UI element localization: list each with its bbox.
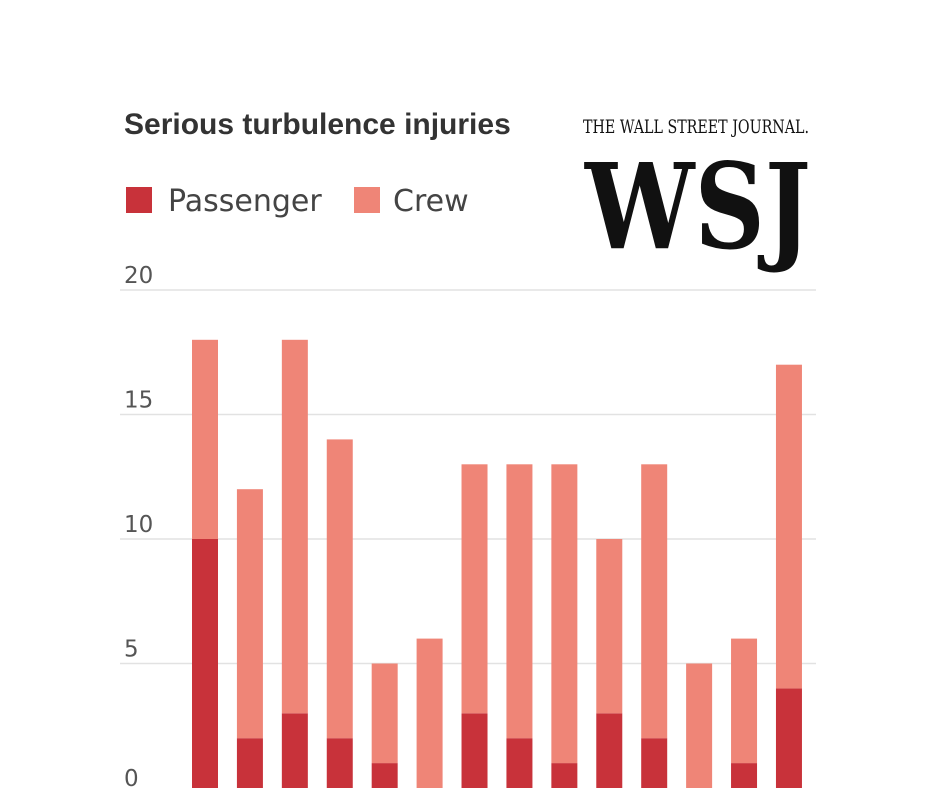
bar-crew-10 — [596, 539, 623, 714]
bar-passenger-7 — [461, 713, 488, 788]
bar-passenger-5 — [371, 763, 398, 788]
legend-swatch-passenger — [126, 187, 152, 213]
legend: Passenger Crew — [126, 184, 469, 219]
wsj-logo: THE WALL STREET JOURNAL. WSJ — [580, 108, 816, 276]
y-tick-label-15: 15 — [124, 388, 153, 414]
bar-passenger-4 — [326, 738, 353, 788]
wsj-logo-background — [580, 108, 816, 258]
bar-passenger-8 — [506, 738, 533, 788]
y-tick-label-10: 10 — [124, 512, 153, 538]
y-tick-label-0: 0 — [124, 766, 139, 788]
wsj-masthead: THE WALL STREET JOURNAL. — [583, 116, 809, 138]
y-axis-ticks: 0 5 10 15 20 — [124, 263, 153, 788]
bar-crew-13 — [731, 638, 758, 764]
bar-crew-3 — [281, 339, 308, 714]
bar-passenger-1 — [192, 539, 218, 788]
bar-crew-1 — [192, 339, 218, 539]
y-tick-label-20: 20 — [124, 263, 153, 289]
legend-label-passenger: Passenger — [168, 184, 322, 219]
bar-crew-11 — [641, 464, 668, 739]
bar-passenger-14 — [775, 688, 802, 788]
bar-passenger-2 — [236, 738, 263, 788]
bar-crew-14 — [775, 364, 802, 689]
chart-title: Serious turbulence injuries — [124, 108, 511, 141]
bar-crew-6 — [416, 638, 443, 788]
bar-passenger-9 — [551, 763, 578, 788]
legend-label-crew: Crew — [393, 184, 469, 219]
bar-passenger-11 — [641, 738, 668, 788]
bar-crew-5 — [371, 663, 398, 764]
bar-crew-4 — [326, 439, 353, 739]
bar-passenger-3 — [281, 713, 308, 788]
bar-passenger-13 — [731, 763, 758, 788]
bar-passenger-10 — [596, 713, 623, 788]
bar-crew-7 — [461, 464, 488, 714]
legend-swatch-crew — [354, 187, 380, 213]
bar-crew-8 — [506, 464, 533, 739]
bar-crew-12 — [686, 663, 713, 788]
bars — [192, 339, 802, 788]
bar-crew-9 — [551, 464, 578, 764]
bar-crew-2 — [236, 489, 263, 739]
y-tick-label-5: 5 — [124, 637, 139, 663]
wsj-monogram: WSJ — [583, 137, 811, 276]
